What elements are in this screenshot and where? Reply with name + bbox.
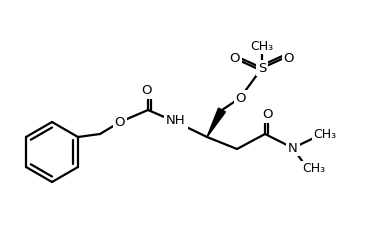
Text: NH: NH bbox=[166, 114, 186, 128]
Polygon shape bbox=[207, 108, 226, 137]
Text: O: O bbox=[230, 52, 240, 64]
Text: N: N bbox=[288, 141, 298, 155]
Text: CH₃: CH₃ bbox=[314, 128, 336, 141]
Text: S: S bbox=[258, 62, 266, 74]
Text: O: O bbox=[263, 109, 273, 121]
Text: O: O bbox=[236, 91, 246, 104]
Text: O: O bbox=[115, 116, 125, 128]
Text: CH₃: CH₃ bbox=[302, 163, 326, 175]
Text: CH₃: CH₃ bbox=[251, 39, 273, 52]
Text: O: O bbox=[142, 84, 152, 98]
Text: O: O bbox=[284, 52, 294, 64]
